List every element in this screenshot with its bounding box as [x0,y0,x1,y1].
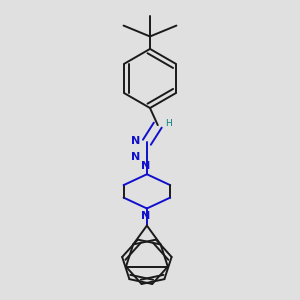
Text: N: N [131,152,140,162]
Text: N: N [141,211,150,221]
Text: N: N [141,160,150,170]
Text: N: N [131,136,140,146]
Text: H: H [166,119,172,128]
